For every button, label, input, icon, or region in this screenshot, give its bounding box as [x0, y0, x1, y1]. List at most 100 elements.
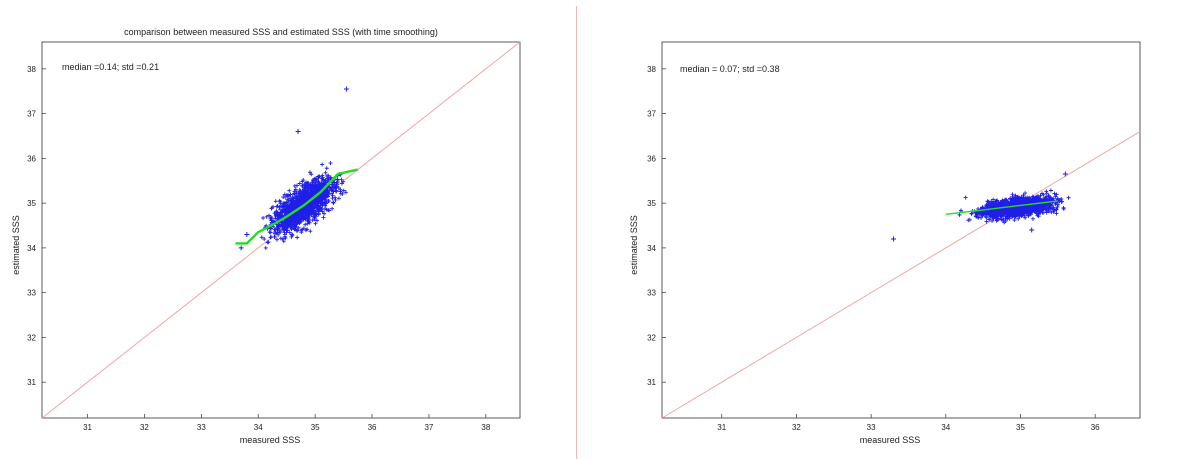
scatter-point	[261, 215, 266, 220]
scatter-point	[297, 221, 302, 226]
y-tick-label: 33	[27, 289, 36, 298]
scatter-point	[995, 203, 1000, 208]
scatter-point	[1035, 213, 1040, 218]
outlier-point	[244, 231, 250, 237]
x-tick-label: 36	[1091, 423, 1100, 432]
y-tick-label: 38	[27, 65, 36, 74]
scatter-point	[334, 182, 339, 187]
scatter-points	[238, 86, 349, 251]
scatter-point	[990, 218, 995, 223]
outlier-point	[343, 86, 349, 92]
scatter-point	[289, 198, 294, 203]
scatter-point	[1036, 194, 1041, 199]
scatter-point	[304, 211, 309, 216]
scatter-point	[331, 200, 336, 205]
scatter-point	[990, 210, 995, 215]
scatter-point	[1001, 217, 1006, 222]
scatter-point	[324, 166, 329, 171]
scatter-point	[284, 210, 289, 215]
y-tick-label: 37	[27, 110, 36, 119]
scatter-point	[297, 181, 302, 186]
scatter-point	[313, 198, 318, 203]
scatter-point	[987, 201, 992, 206]
axes-frame	[661, 41, 1141, 419]
scatter-point	[1011, 200, 1016, 205]
scatter-point	[320, 162, 325, 167]
scatter-point	[301, 198, 306, 203]
scatter-point	[1053, 194, 1058, 199]
scatter-point	[323, 189, 328, 194]
scatter-point	[291, 215, 296, 220]
scatter-point	[1053, 201, 1058, 206]
scatter-point	[304, 183, 309, 188]
scatter-point	[307, 215, 312, 220]
x-tick-label: 31	[717, 423, 726, 432]
scatter-point	[294, 196, 299, 201]
x-tick-label: 32	[792, 423, 801, 432]
scatter-point	[341, 188, 346, 193]
scatter-point	[1047, 195, 1052, 200]
scatter-point	[1046, 207, 1051, 212]
scatter-point	[998, 212, 1003, 217]
scatter-point	[319, 207, 324, 212]
scatter-point	[1066, 195, 1071, 200]
scatter-point	[284, 226, 289, 231]
scatter-point	[299, 217, 304, 222]
scatter-point	[1003, 216, 1008, 221]
scatter-point	[296, 225, 301, 230]
y-tick-label: 31	[27, 378, 36, 387]
scatter-point	[320, 196, 325, 201]
scatter-point	[267, 230, 272, 235]
scatter-point	[288, 192, 293, 197]
scatter-point	[282, 201, 287, 206]
scatter-point	[967, 217, 972, 222]
scatter-point	[1051, 209, 1056, 214]
scatter-point	[275, 204, 280, 209]
scatter-point	[980, 213, 985, 218]
scatter-point	[984, 219, 989, 224]
scatter-point	[305, 180, 310, 185]
scatter-point	[307, 209, 312, 214]
scatter-point	[276, 232, 281, 237]
scatter-point	[309, 185, 314, 190]
scatter-point	[1041, 203, 1046, 208]
x-tick-label: 31	[83, 423, 92, 432]
scatter-point	[1055, 204, 1060, 209]
scatter-point	[299, 195, 304, 200]
outlier-point	[238, 245, 244, 251]
scatter-point	[273, 199, 278, 204]
scatter-point	[1012, 218, 1017, 223]
scatter-point	[963, 195, 968, 200]
x-tick-label: 34	[254, 423, 263, 432]
scatter-point	[321, 191, 326, 196]
scatter-point	[994, 199, 999, 204]
scatter-point	[322, 206, 327, 211]
scatter-point	[1002, 220, 1007, 225]
scatter-point	[319, 181, 324, 186]
scatter-point	[293, 187, 298, 192]
scatter-point	[1020, 198, 1025, 203]
scatter-point	[994, 218, 999, 223]
y-tick-label: 37	[647, 110, 656, 119]
y-tick-label: 35	[27, 199, 36, 208]
scatter-point	[1050, 206, 1055, 211]
scatter-point	[330, 196, 335, 201]
scatter-point	[286, 220, 291, 225]
y-axis-label: estimated SSS	[11, 215, 21, 275]
scatter-point	[288, 196, 293, 201]
axes-frame	[41, 41, 521, 419]
scatter-point	[341, 179, 346, 184]
outlier-point	[1062, 171, 1068, 177]
scatter-point	[340, 191, 345, 196]
scatter-point	[263, 245, 268, 250]
scatter-point	[987, 217, 992, 222]
tick-group: 31 32 33 34 35 36 37 38 31 32 33 34 35 36 37 38	[27, 65, 491, 432]
plot-area	[661, 131, 1141, 419]
scatter-point	[1028, 197, 1033, 202]
scatter-point	[265, 240, 270, 245]
scatter-point	[270, 204, 275, 209]
scatter-point	[1040, 191, 1045, 196]
scatter-point	[1039, 208, 1044, 213]
scatter-point	[335, 177, 340, 182]
scatter-point	[292, 202, 297, 207]
